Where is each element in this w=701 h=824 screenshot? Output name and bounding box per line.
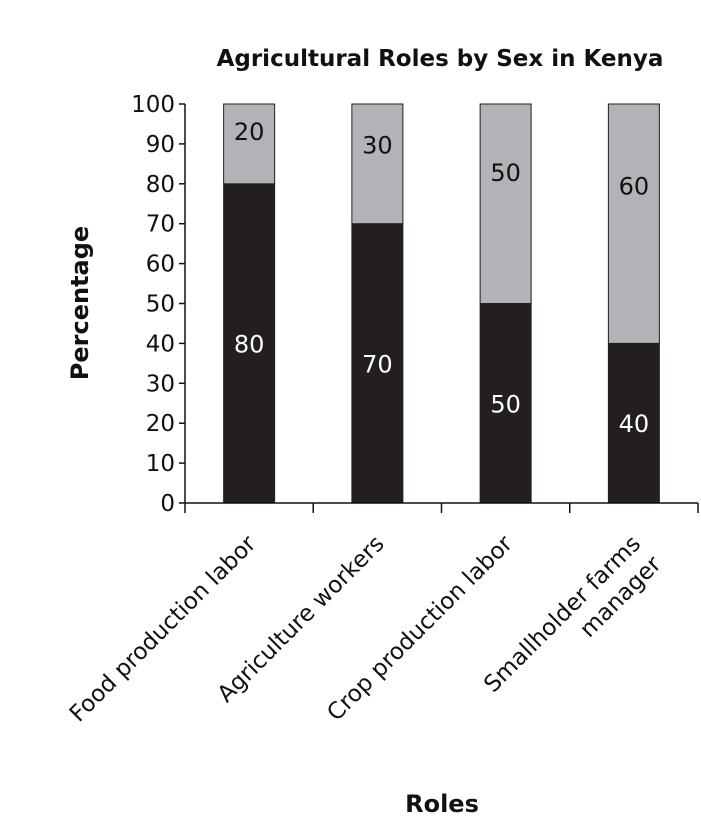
y-tick-label: 0 bbox=[160, 491, 175, 517]
y-tick-label: 70 bbox=[146, 212, 175, 238]
bar-segment bbox=[607, 103, 660, 344]
bar-segment bbox=[351, 103, 404, 225]
y-tick-label: 10 bbox=[146, 451, 175, 477]
data-label: 20 bbox=[234, 118, 265, 146]
data-label: 50 bbox=[490, 390, 521, 418]
bar-segment bbox=[607, 342, 660, 504]
y-tick-label: 60 bbox=[146, 252, 175, 278]
bar-segment bbox=[479, 103, 532, 304]
data-label: 60 bbox=[619, 172, 650, 200]
data-label: 40 bbox=[619, 410, 650, 438]
bar-segment bbox=[223, 183, 276, 504]
y-tick-label: 40 bbox=[146, 331, 175, 357]
y-tick-label: 30 bbox=[146, 371, 175, 397]
data-label: 30 bbox=[362, 132, 393, 160]
x-axis-title: Roles bbox=[405, 790, 479, 818]
y-tick-label: 80 bbox=[146, 172, 175, 198]
y-tick-label: 20 bbox=[146, 411, 175, 437]
data-label: 70 bbox=[362, 350, 393, 378]
y-tick-label: 50 bbox=[146, 292, 175, 318]
y-tick-label: 90 bbox=[146, 132, 175, 158]
data-label: 50 bbox=[490, 159, 521, 187]
chart-title: Agricultural Roles by Sex in Kenya bbox=[217, 46, 664, 72]
bar-segment bbox=[223, 103, 276, 185]
y-tick-label: 100 bbox=[131, 92, 175, 118]
plot-area: 80207030505040600102030405060708090100Fo… bbox=[65, 92, 699, 727]
data-label: 80 bbox=[234, 330, 265, 358]
y-axis-title: Percentage bbox=[66, 226, 94, 380]
bar-segment bbox=[479, 303, 532, 504]
